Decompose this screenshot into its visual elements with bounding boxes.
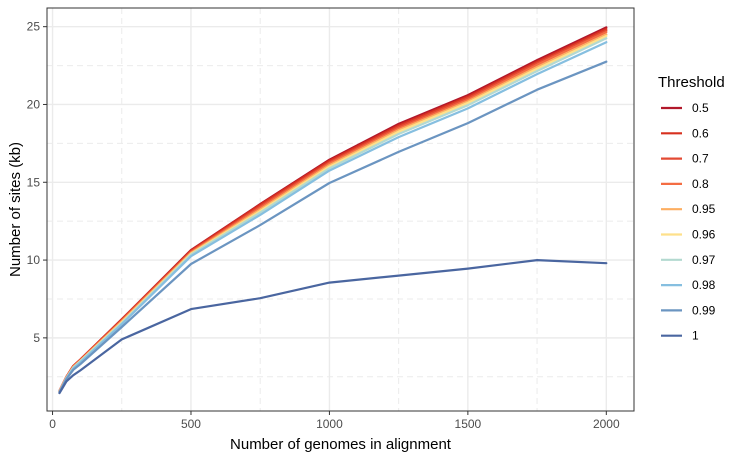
- legend-label-0.99: 0.99: [692, 303, 716, 317]
- x-tick-label: 1000: [316, 417, 343, 431]
- series-line-0.6: [58, 27, 608, 392]
- y-tick-label: 5: [33, 331, 40, 345]
- legend-label-0.97: 0.97: [692, 253, 716, 267]
- x-tick-label: 500: [181, 417, 201, 431]
- series-line-0.97: [58, 37, 608, 393]
- legend-title: Threshold: [658, 74, 725, 91]
- legend: Threshold 0.50.60.70.80.950.960.970.980.…: [658, 74, 725, 343]
- x-axis-label: Number of genomes in alignment: [230, 436, 452, 453]
- legend-label-1: 1: [692, 329, 699, 343]
- grid-layer: [47, 8, 634, 411]
- y-axis-label: Number of sites (kb): [7, 142, 24, 277]
- axis-layer: 0 500 1000 1500 2000 5 10 15 20 25: [27, 20, 620, 431]
- series-line-0.7: [58, 29, 608, 393]
- legend-label-0.95: 0.95: [692, 202, 716, 216]
- x-tick-label: 0: [49, 417, 56, 431]
- series-line-0.99: [58, 60, 608, 394]
- legend-label-0.96: 0.96: [692, 228, 716, 242]
- series-layer: [58, 26, 608, 395]
- legend-label-0.7: 0.7: [692, 152, 709, 166]
- legend-items: 0.5 0.6 0.7 0.8 0.95 0.96 0.97 0.98 0.99 1: [661, 101, 716, 343]
- legend-label-0.5: 0.5: [692, 101, 709, 115]
- legend-label-0.6: 0.6: [692, 126, 709, 140]
- legend-label-0.8: 0.8: [692, 177, 709, 191]
- x-tick-label: 2000: [593, 417, 620, 431]
- series-line-1: [58, 259, 608, 395]
- y-tick-label: 20: [27, 97, 41, 111]
- x-tick-label: 1500: [455, 417, 482, 431]
- y-tick-label: 10: [27, 253, 41, 267]
- plot-panel-border: [46, 7, 635, 412]
- series-line-0.5: [58, 26, 608, 392]
- y-tick-label: 15: [27, 175, 41, 189]
- y-tick-label: 25: [27, 20, 41, 34]
- legend-label-0.98: 0.98: [692, 278, 716, 292]
